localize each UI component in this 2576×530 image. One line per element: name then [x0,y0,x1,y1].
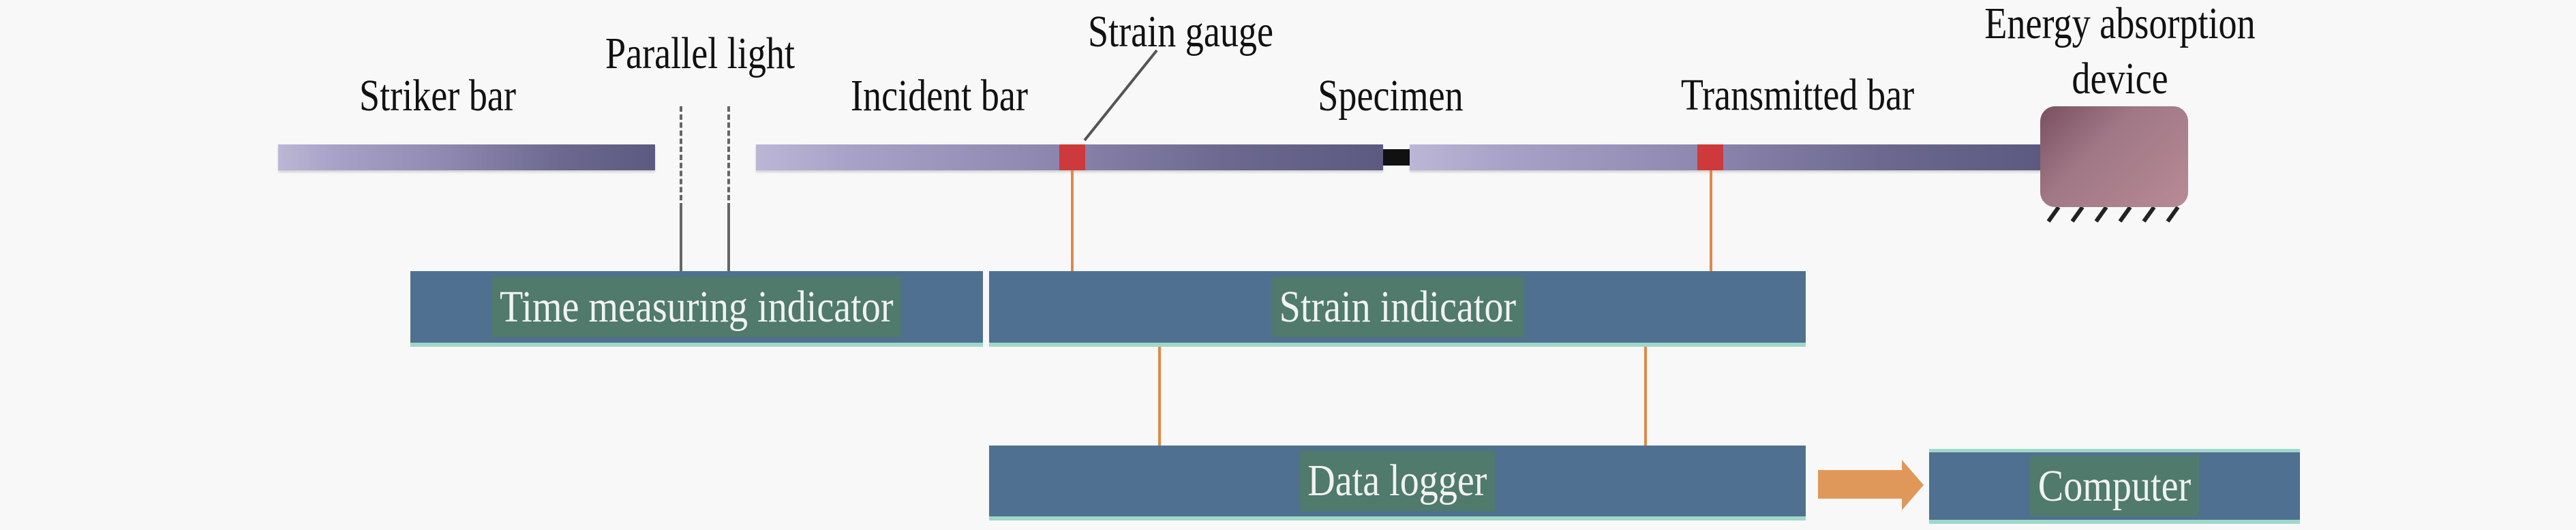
energy-absorption-label-line2: device [2072,54,2168,104]
strain-gauge-leader-line [1083,49,1158,142]
strain-gauge-transmitted [1697,144,1723,170]
specimen-label: Specimen [1318,71,1464,121]
ground-hatch-icon [2046,206,2180,223]
striker-bar-label: Striker bar [359,71,516,121]
strain-indicator-label: Strain indicator [1271,276,1524,338]
energy-absorption-label-line1: Energy absorption [1984,0,2256,48]
transmitted-bar [1410,144,2040,170]
wire-incident-gauge [1071,170,1074,271]
wire-strain-to-logger-2 [1644,347,1647,446]
transmitted-bar-label: Transmitted bar [1680,70,1915,120]
light-sensor-wire-2 [727,204,730,271]
energy-absorption-device [2040,106,2188,207]
computer-box: Computer [1929,449,2300,524]
parallel-light-label: Parallel light [605,29,795,78]
wire-transmitted-gauge [1710,170,1712,271]
light-sensor-wire-1 [680,204,682,271]
strain-gauge-incident [1059,144,1085,170]
striker-bar [278,144,655,170]
specimen [1383,149,1410,166]
time-measuring-indicator-box: Time measuring indicator [410,271,983,347]
data-logger-label: Data logger [1299,450,1496,512]
strain-indicator-box: Strain indicator [989,271,1806,347]
parallel-light-beam-2 [727,106,730,208]
incident-bar-label: Incident bar [851,71,1028,121]
strain-gauge-label: Strain gauge [1087,7,1274,57]
data-logger-box: Data logger [989,446,1806,520]
wire-strain-to-logger-1 [1158,347,1161,446]
computer-label: Computer [2029,455,2200,517]
time-measuring-indicator-label: Time measuring indicator [491,276,902,338]
parallel-light-beam-1 [680,106,682,208]
arrow-to-computer-icon [1818,460,1924,510]
